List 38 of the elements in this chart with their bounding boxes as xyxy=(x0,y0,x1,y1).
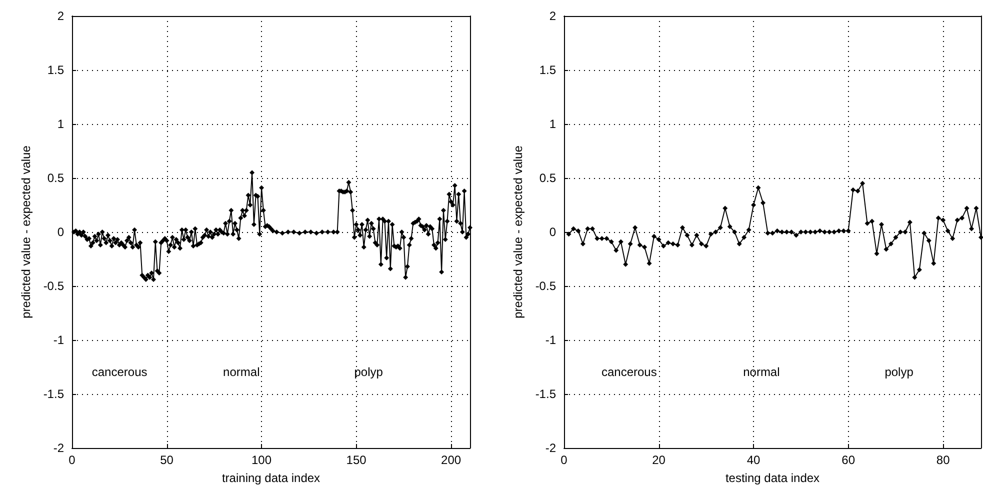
y-tick-label: -0.5 xyxy=(534,279,556,293)
y-tick-label: -0.5 xyxy=(43,279,64,293)
y-tick-label: -1.5 xyxy=(534,387,556,401)
x-tick-label: 80 xyxy=(936,453,950,467)
y-tick-label: 0 xyxy=(57,225,64,239)
annotation: normal xyxy=(742,364,780,379)
y-tick-label: 0 xyxy=(548,225,556,239)
x-tick-label: 150 xyxy=(346,453,367,467)
annotation: polyp xyxy=(354,364,384,379)
y-tick-label: -2 xyxy=(53,441,64,455)
x-tick-label: 0 xyxy=(560,453,568,467)
x-tick-label: 20 xyxy=(652,453,666,467)
y-tick-label: 1.5 xyxy=(538,63,556,77)
y-axis-title: predicted value - expected value xyxy=(510,145,524,318)
x-tick-label: 0 xyxy=(68,453,76,467)
x-tick-label: 40 xyxy=(746,453,760,467)
y-tick-label: 2 xyxy=(57,9,64,23)
x-tick-label: 100 xyxy=(252,453,272,467)
annotation: normal xyxy=(223,364,260,379)
y-tick-label: 2 xyxy=(548,9,556,23)
y-tick-label: -1 xyxy=(53,333,64,347)
y-tick-label: 1 xyxy=(57,117,64,131)
y-axis-title: predicted value - expected value xyxy=(19,145,33,318)
annotation: cancerous xyxy=(600,364,656,379)
y-tick-label: 1.5 xyxy=(47,63,64,77)
x-axis-title: testing data index xyxy=(724,471,820,485)
annotation: polyp xyxy=(884,364,914,379)
y-tick-label: -2 xyxy=(544,441,556,455)
y-tick-label: 0.5 xyxy=(538,171,556,185)
annotation: cancerous xyxy=(92,364,148,379)
x-tick-label: 200 xyxy=(441,453,462,467)
y-tick-label: 1 xyxy=(548,117,556,131)
x-tick-label: 60 xyxy=(841,453,855,467)
y-tick-label: -1 xyxy=(544,333,556,347)
x-tick-label: 50 xyxy=(160,453,174,467)
x-axis-title: training data index xyxy=(222,471,320,485)
y-tick-label: -1.5 xyxy=(43,387,64,401)
y-tick-label: 0.5 xyxy=(47,171,64,185)
